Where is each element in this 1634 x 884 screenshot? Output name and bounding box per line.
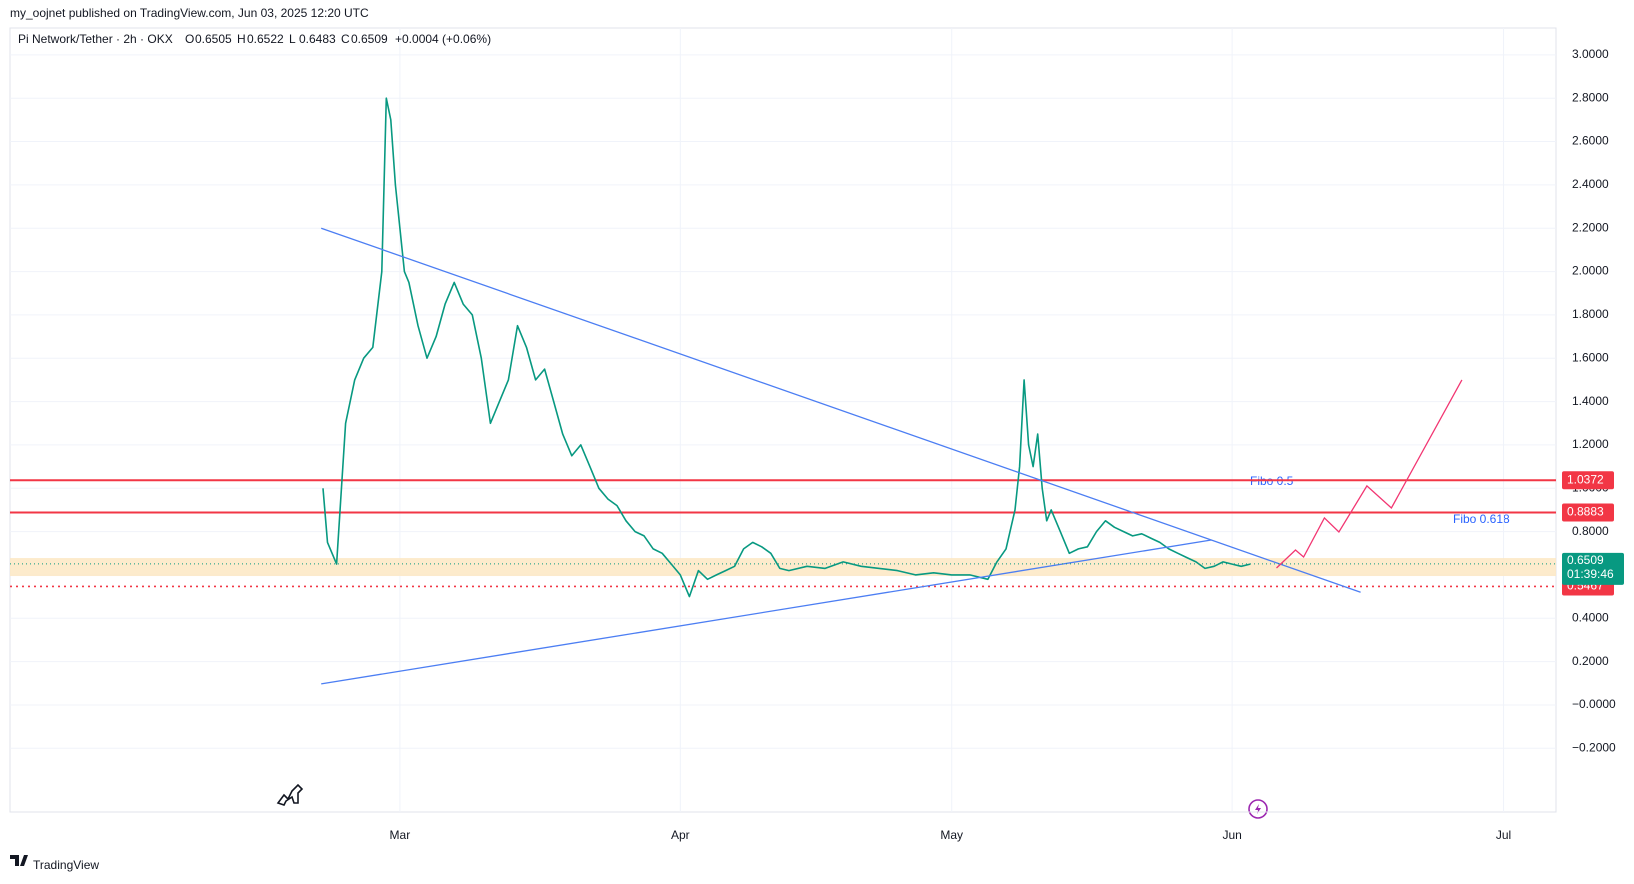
x-tick-label: Jun: [1222, 828, 1241, 842]
y-tick-label: −0.2000: [1572, 740, 1616, 754]
level-label: 0.8883: [1567, 505, 1604, 519]
y-tick-label: 3.0000: [1572, 47, 1609, 61]
support-zone: [10, 558, 1556, 577]
countdown: 01:39:46: [1567, 567, 1614, 581]
symbol: Pi Network/Tether · 2h · OKX: [18, 32, 173, 46]
y-tick-label: 2.4000: [1572, 177, 1609, 191]
y-tick-label: 1.8000: [1572, 307, 1609, 321]
y-tick-label: −0.0000: [1572, 697, 1616, 711]
level-badge: [1562, 471, 1614, 490]
plot-frame: [9, 27, 1557, 813]
ohlc-label: C: [341, 32, 350, 46]
plot-area: [9, 27, 1557, 813]
annotation: Fibo 0.618: [1453, 512, 1510, 526]
header: my_oojnet published on TradingView.com, …: [10, 6, 369, 20]
y-tick-label: 1.4000: [1572, 394, 1609, 408]
y-tick-label: 2.0000: [1572, 264, 1609, 278]
y-tick-label: 2.8000: [1572, 90, 1609, 104]
ohlc-value: 0.6505: [195, 32, 232, 46]
x-tick-label: Jul: [1496, 828, 1511, 842]
change: +0.0004 (+0.06%): [395, 32, 491, 46]
brand: TradingView: [33, 858, 99, 872]
y-tick-label: 2.2000: [1572, 220, 1609, 234]
trendline: [320, 227, 1361, 593]
ohlc-value: 0.6522: [247, 32, 284, 46]
brand-logo: [10, 855, 28, 866]
ohlc-label: L: [289, 32, 296, 46]
y-tick-label: 1.2000: [1572, 437, 1609, 451]
y-tick-label: 2.6000: [1572, 134, 1609, 148]
y-tick-label: 1.6000: [1572, 350, 1609, 364]
ohlc-value: 0.6509: [351, 32, 388, 46]
last-price: 0.6509: [1567, 553, 1604, 567]
price-line: [322, 97, 1251, 598]
y-tick-label: 0.8000: [1572, 524, 1609, 538]
dino-icon: [276, 783, 304, 806]
trendline: [1276, 379, 1463, 569]
last-price-badge: [1562, 552, 1624, 585]
level-label: 1.0372: [1567, 472, 1604, 486]
y-tick-label: 0.2000: [1572, 654, 1609, 668]
ohlc-value: 0.6483: [299, 32, 336, 46]
x-tick-label: May: [940, 828, 963, 842]
flash-icon: [1248, 799, 1268, 819]
y-tick-label: 0.4000: [1572, 610, 1609, 624]
ohlc-label: H: [237, 32, 246, 46]
ohlc-label: O: [185, 32, 194, 46]
level-badge: [1562, 503, 1614, 522]
x-tick-label: Mar: [390, 828, 411, 842]
x-tick-label: Apr: [671, 828, 690, 842]
